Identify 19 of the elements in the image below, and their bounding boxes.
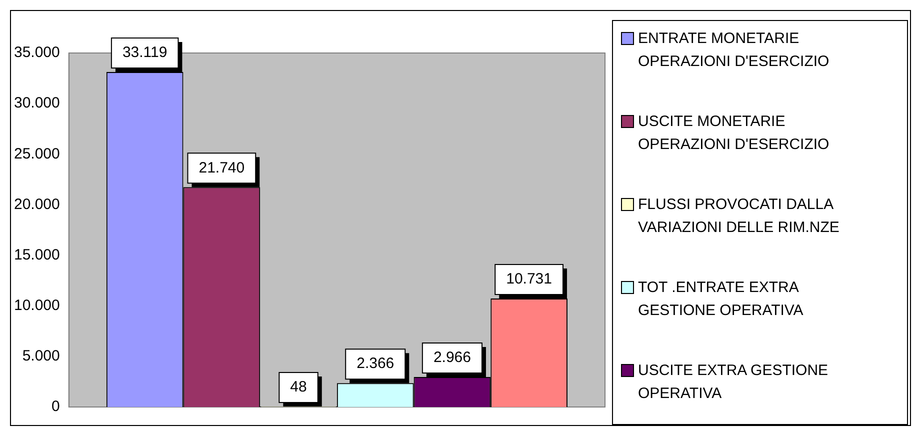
y-tick-label: 25.000: [14, 145, 60, 162]
y-tick-label: 15.000: [14, 246, 60, 264]
legend-label: USCITE EXTRA GESTIONE OPERATIVA: [638, 361, 830, 404]
y-tick-label: 30.000: [14, 94, 60, 112]
y-tick-label: 35.000: [14, 44, 60, 62]
legend-label: ENTRATE MONETARIE OPERAZIONI D'ESERCIZIO: [638, 29, 830, 72]
data-label: 2.366: [356, 355, 394, 372]
data-label: 10.731: [506, 270, 552, 288]
legend-label: USCITE MONETARIE OPERAZIONI D'ESERCIZIO: [638, 112, 830, 155]
data-label: 48: [290, 378, 307, 396]
data-label: 2.966: [433, 349, 471, 366]
y-tick-label: 5.000: [22, 348, 60, 365]
data-label: 33.119: [122, 44, 168, 62]
y-tick-label: 10.000: [14, 297, 60, 314]
legend-label: FLUSSI PROVOCATI DALLA VARIAZIONI DELLE RIM.NZE: [638, 195, 840, 238]
y-tick-label: 0: [52, 398, 60, 416]
y-tick-label: 20.000: [14, 196, 60, 213]
data-label: 21.740: [198, 159, 245, 176]
legend-label: TOT .ENTRATE EXTRA GESTIONE OPERATIVA: [638, 278, 804, 321]
